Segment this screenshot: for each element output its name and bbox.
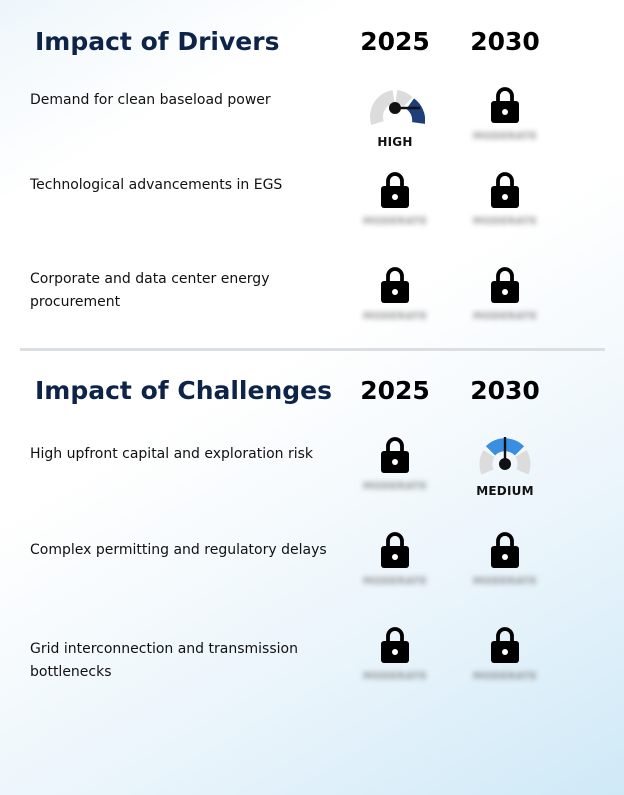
- challenge-row-1-2025-cell[interactable]: MODERATE: [340, 435, 450, 515]
- driver-row-2-label: Technological advancements in EGS: [30, 177, 283, 193]
- locked-impact-label: MODERATE: [362, 481, 428, 492]
- challenge-row-3-2030-cell[interactable]: MODERATE: [450, 625, 560, 705]
- gauge-level-label: MEDIUM: [476, 484, 534, 498]
- lock-icon: [381, 267, 409, 303]
- section-divider: [20, 348, 605, 351]
- lock-icon: [491, 172, 519, 208]
- gauge-high-icon: [370, 90, 425, 125]
- challenges-year-2025: 2025: [360, 376, 430, 405]
- locked-impact-label: MODERATE: [472, 216, 538, 227]
- challenge-row-1-label: High upfront capital and exploration ris…: [30, 446, 314, 462]
- challenge-row-3-label: Grid interconnection and transmission bo…: [30, 641, 298, 680]
- driver-row-2-2025-cell[interactable]: MODERATE: [340, 170, 450, 250]
- drivers-year-2030: 2030: [470, 27, 540, 56]
- lock-icon: [491, 627, 519, 663]
- locked-impact-label: MODERATE: [472, 131, 538, 142]
- locked-impact-label: MODERATE: [362, 671, 428, 682]
- driver-row-1-label: Demand for clean baseload power: [30, 92, 271, 108]
- challenge-row-2-label: Complex permitting and regulatory delays: [30, 542, 327, 558]
- lock-icon: [381, 437, 409, 473]
- lock-icon: [381, 172, 409, 208]
- locked-impact-label: MODERATE: [362, 216, 428, 227]
- challenges-year-2030: 2030: [470, 376, 540, 405]
- driver-row-2-2030-cell[interactable]: MODERATE: [450, 170, 560, 250]
- locked-impact-label: MODERATE: [472, 671, 538, 682]
- locked-impact-label: MODERATE: [472, 311, 538, 322]
- lock-icon: [491, 267, 519, 303]
- locked-impact-label: MODERATE: [362, 576, 428, 587]
- gauge-medium-icon: [479, 437, 531, 475]
- gauge-level-label: HIGH: [377, 135, 413, 149]
- lock-icon: [381, 532, 409, 568]
- drivers-year-2025: 2025: [360, 27, 430, 56]
- locked-impact-label: MODERATE: [472, 576, 538, 587]
- challenge-row-2-2025-cell[interactable]: MODERATE: [340, 530, 450, 610]
- driver-row-1-2030-cell[interactable]: MODERATE: [450, 85, 560, 165]
- driver-row-1-2025-cell: HIGH: [340, 79, 450, 159]
- locked-impact-label: MODERATE: [362, 311, 428, 322]
- driver-row-3-2030-cell[interactable]: MODERATE: [450, 265, 560, 345]
- challenge-row-1-2030-cell: MEDIUM: [450, 428, 560, 508]
- lock-icon: [491, 532, 519, 568]
- driver-row-3-2025-cell[interactable]: MODERATE: [340, 265, 450, 345]
- driver-row-3-label: Corporate and data center energy procure…: [30, 271, 270, 310]
- challenge-row-2-2030-cell[interactable]: MODERATE: [450, 530, 560, 610]
- lock-icon: [381, 627, 409, 663]
- challenge-row-3-2025-cell[interactable]: MODERATE: [340, 625, 450, 705]
- drivers-section-title: Impact of Drivers: [35, 27, 280, 56]
- lock-icon: [491, 87, 519, 123]
- challenges-section-title: Impact of Challenges: [35, 376, 332, 405]
